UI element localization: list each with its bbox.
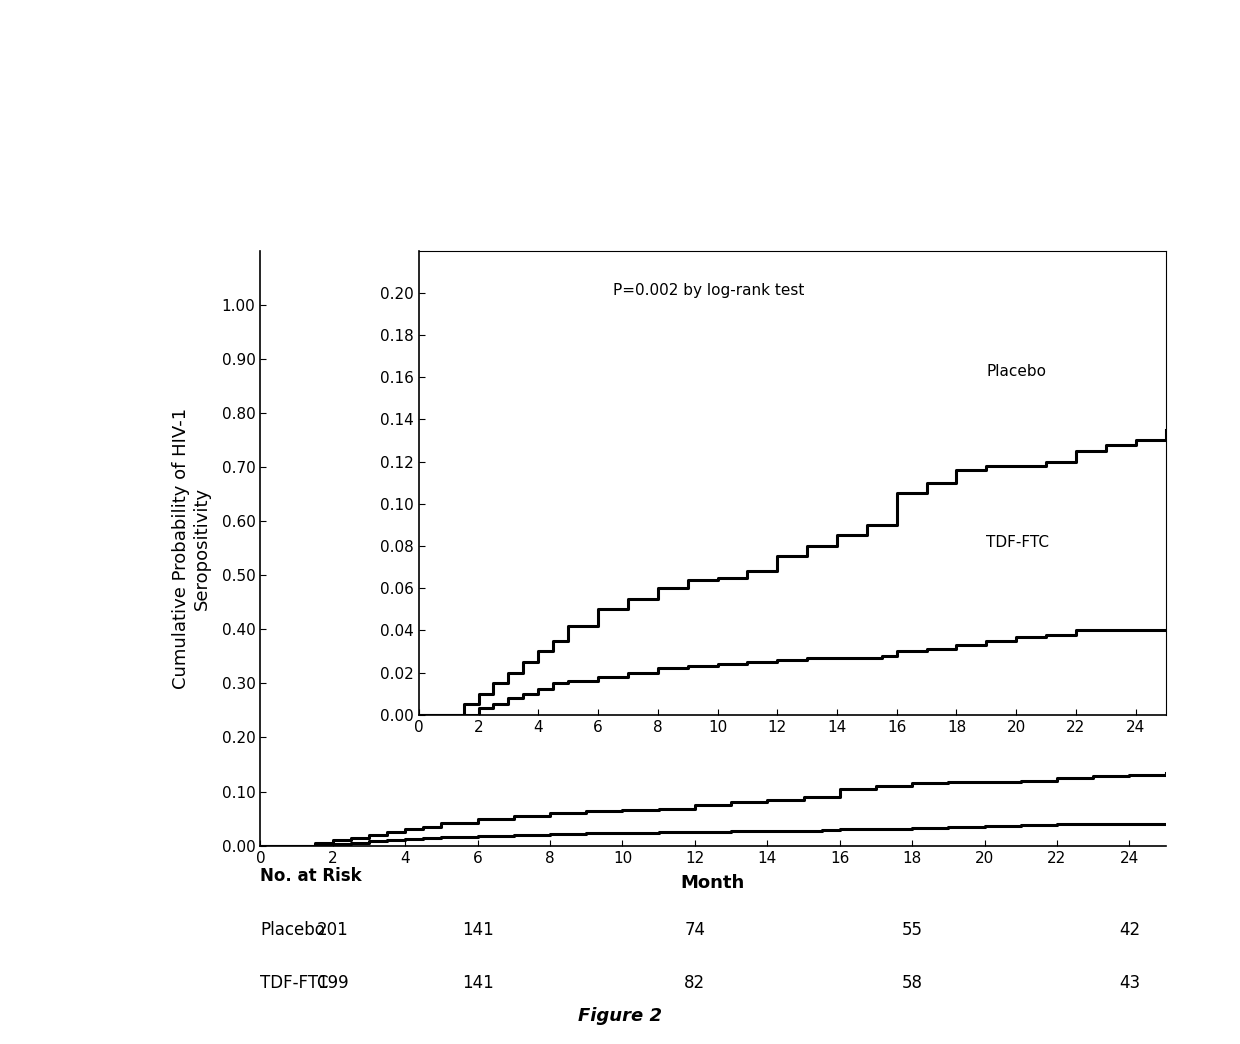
Text: 42: 42	[1118, 921, 1140, 939]
Text: TDF-FTC: TDF-FTC	[986, 536, 1049, 550]
Text: TDF-FTC: TDF-FTC	[260, 974, 329, 993]
Text: Placebo: Placebo	[260, 921, 325, 939]
Text: 74: 74	[684, 921, 706, 939]
Text: 58: 58	[901, 974, 923, 993]
Text: 199: 199	[317, 974, 348, 993]
Text: 55: 55	[901, 921, 923, 939]
Text: 43: 43	[1118, 974, 1140, 993]
Text: No. at Risk: No. at Risk	[260, 867, 362, 884]
Text: 141: 141	[461, 921, 494, 939]
Text: Figure 2: Figure 2	[578, 1007, 662, 1025]
Text: 201: 201	[317, 921, 348, 939]
X-axis label: Month: Month	[681, 874, 745, 892]
Text: P=0.002 by log-rank test: P=0.002 by log-rank test	[613, 283, 805, 298]
Text: 82: 82	[684, 974, 706, 993]
Text: 141: 141	[461, 974, 494, 993]
Y-axis label: Cumulative Probability of HIV-1
Seropositivity: Cumulative Probability of HIV-1 Seroposi…	[172, 407, 211, 689]
Text: Placebo: Placebo	[986, 363, 1047, 379]
